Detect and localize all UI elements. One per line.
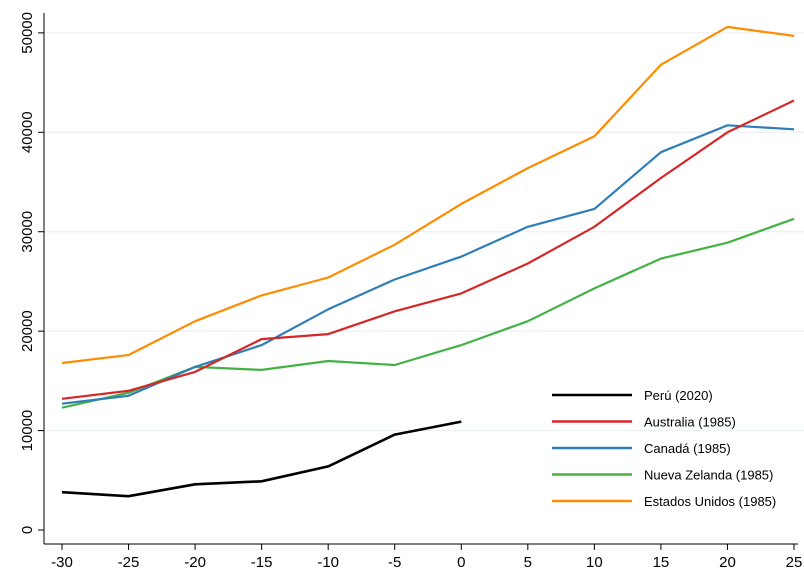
series-line-3: [61, 124, 795, 405]
x-tick-label: -10: [317, 554, 339, 571]
x-tick-label: -30: [51, 554, 73, 571]
x-tick-label: 10: [586, 554, 603, 571]
x-tick-label: -15: [251, 554, 273, 571]
x-tick-label: -25: [118, 554, 140, 571]
y-tick-label: 10000: [19, 410, 36, 452]
gridlines: [44, 32, 804, 432]
series-line-5: [61, 25, 795, 365]
x-tick-label: 15: [653, 554, 670, 571]
y-tick-label: 0: [19, 526, 36, 534]
axes: 0 10000 20000 30000 40000 50000 -30 -25 -20 -15 -1…: [19, 12, 802, 571]
series-line-2: [61, 99, 795, 400]
legend-label-2: Australia (1985): [644, 415, 736, 430]
legend-label-4: Nueva Zelanda (1985): [644, 468, 773, 483]
y-tick-label: 50000: [19, 12, 36, 54]
x-tick-label: -5: [388, 554, 401, 571]
legend-label-3: Canadá (1985): [644, 441, 731, 456]
x-tick-label: 0: [457, 554, 465, 571]
y-tick-label: 20000: [19, 310, 36, 352]
x-tick-label: 5: [524, 554, 532, 571]
series-line-1: [61, 420, 462, 498]
y-tick-label: 40000: [19, 111, 36, 153]
series-lines: [61, 25, 795, 498]
legend-label-5: Estados Unidos (1985): [644, 494, 776, 509]
y-tick-label: 30000: [19, 211, 36, 253]
legend-label-1: Perú (2020): [644, 388, 713, 403]
x-tick-label: 25: [786, 554, 803, 571]
x-tick-label: 20: [719, 554, 736, 571]
x-tick-label: -20: [184, 554, 206, 571]
legend: Perú (2020) Australia (1985) Canadá (1985)…: [552, 388, 776, 509]
